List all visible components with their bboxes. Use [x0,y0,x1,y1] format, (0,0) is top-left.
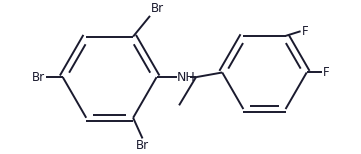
Text: F: F [323,66,329,79]
Text: Br: Br [136,139,149,152]
Text: Br: Br [151,2,164,15]
Text: NH: NH [177,71,196,84]
Text: Br: Br [32,71,45,84]
Text: F: F [301,25,308,38]
